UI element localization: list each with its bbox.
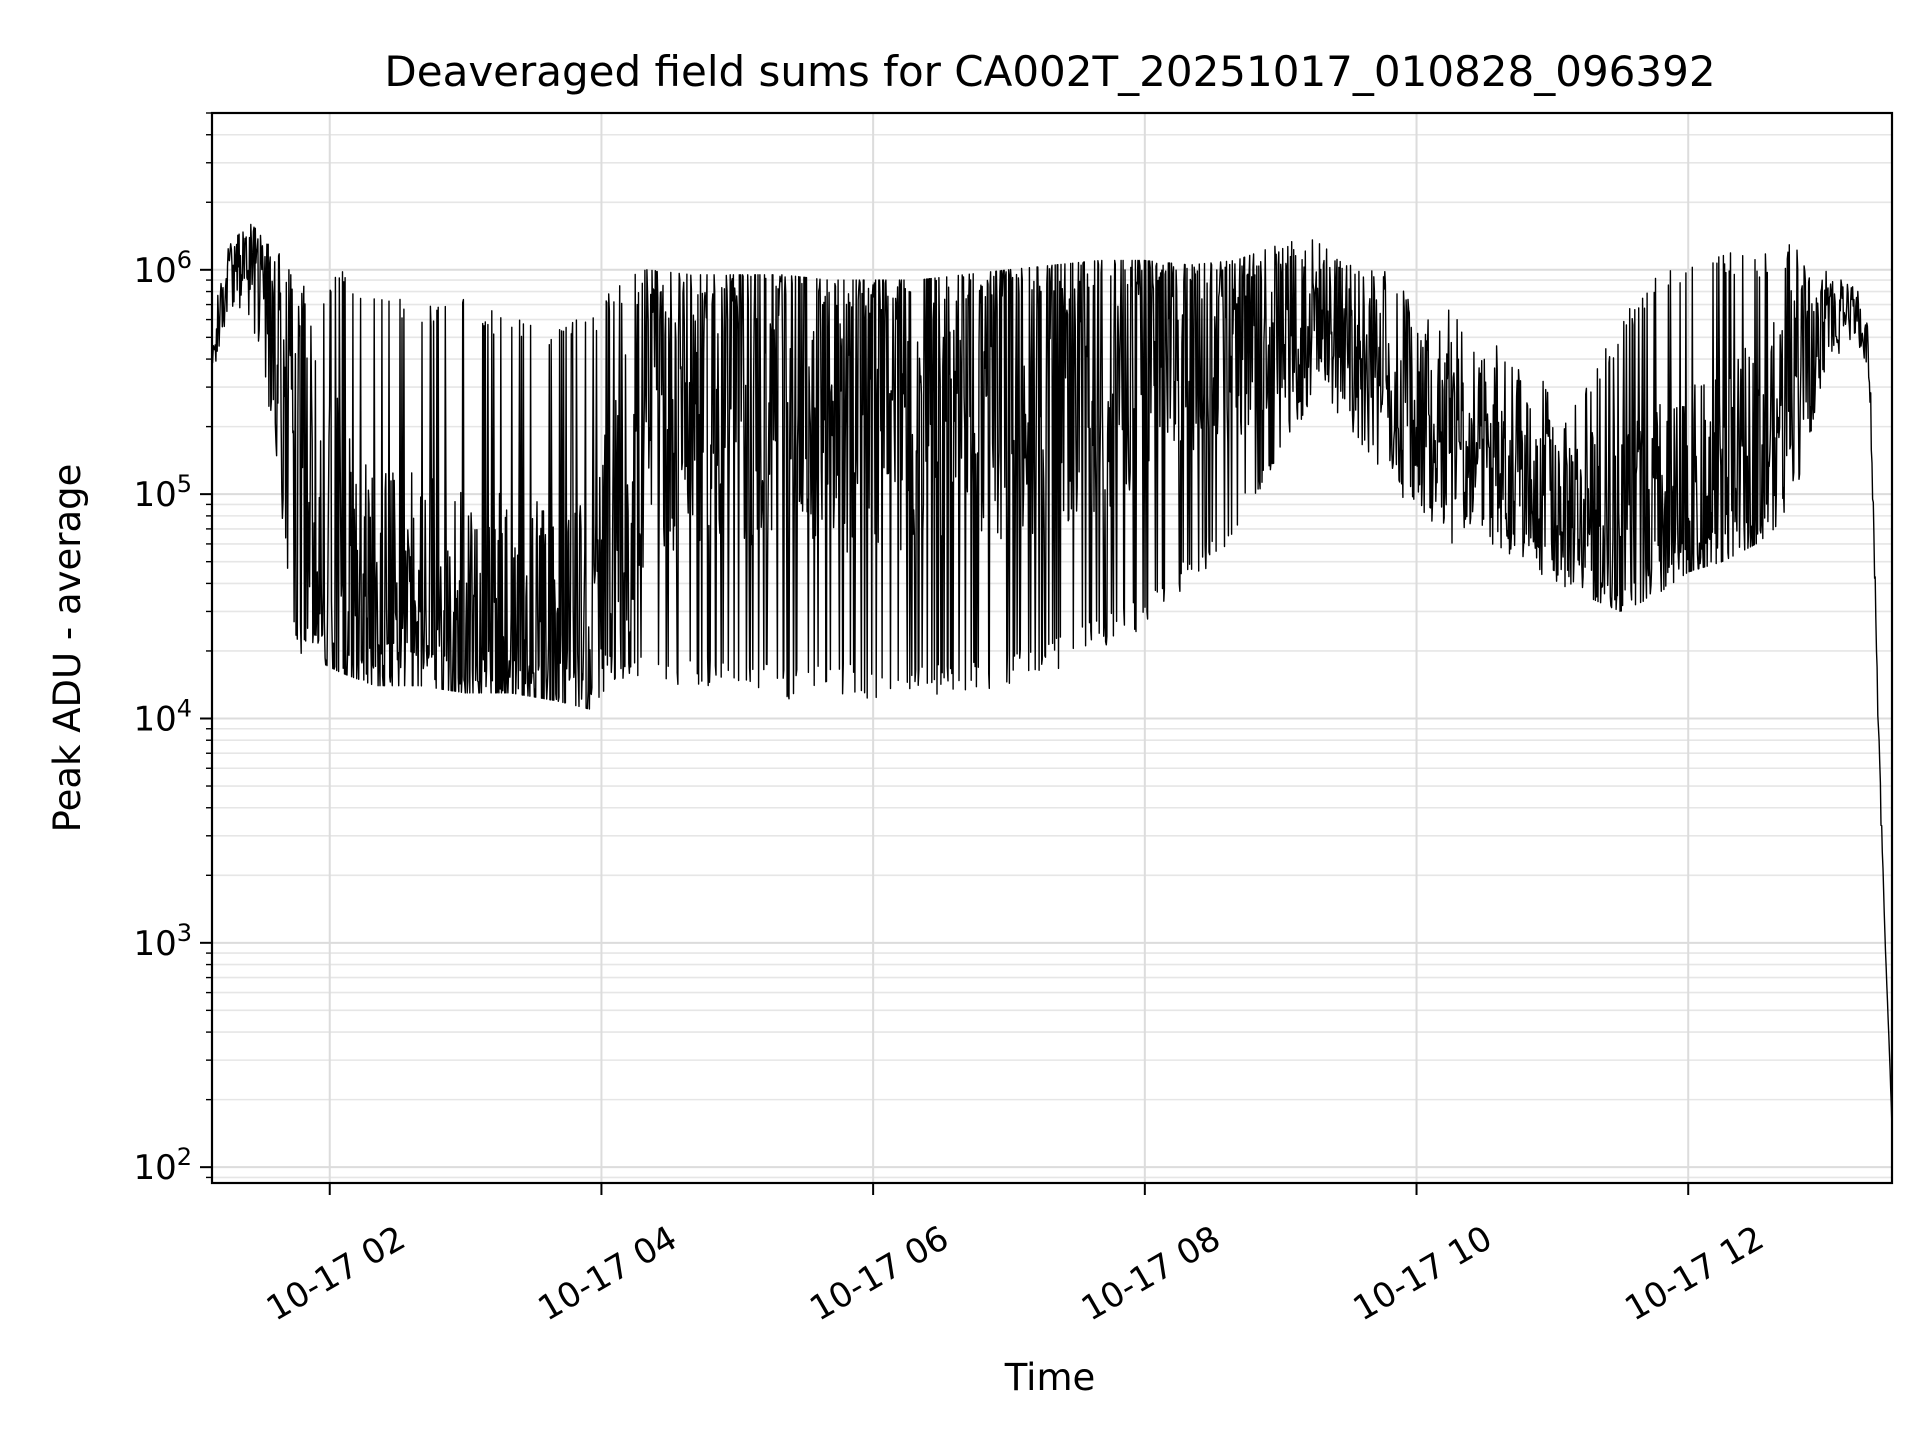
y-tick-label: 106	[133, 246, 192, 291]
y-tick-label: 103	[133, 919, 192, 964]
plot-frame	[210, 111, 1894, 1185]
y-tick-label: 102	[133, 1143, 192, 1188]
series-line	[211, 223, 1893, 1129]
x-axis-label: Time	[1004, 1356, 1096, 1399]
y-axis-ticks: 102 103 104 105 106	[133, 112, 212, 1188]
data-series	[211, 223, 1893, 1129]
y-axis-label: Peak ADU - average	[46, 464, 89, 833]
chart-title: Deaveraged field sums for CA002T_2025101…	[384, 47, 1715, 96]
y-tick-label: 105	[133, 470, 192, 515]
y-tick-label: 104	[133, 694, 192, 739]
